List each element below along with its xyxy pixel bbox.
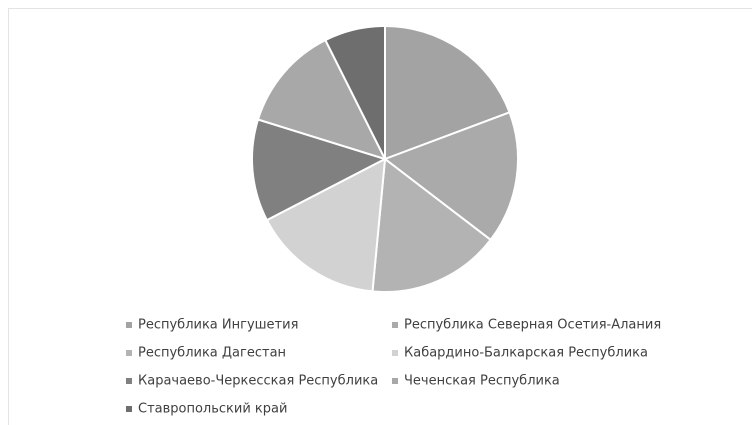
legend-label: Карачаево-Черкесская Республика [138, 374, 378, 389]
legend-label: Республика Северная Осетия-Алания [404, 318, 661, 333]
legend-label: Республика Ингушетия [138, 318, 298, 333]
legend-swatch [126, 322, 132, 328]
legend-swatch [392, 322, 398, 328]
legend-label: Чеченская Республика [404, 374, 560, 389]
legend-swatch [126, 406, 132, 412]
pie-slice [324, 24, 386, 160]
pie-slice [384, 24, 511, 161]
legend-swatch [126, 378, 132, 384]
pie-slice [251, 118, 388, 222]
pie-slice [256, 38, 387, 161]
pie-slice [265, 157, 387, 293]
pie-slice [371, 157, 493, 293]
legend-swatch [392, 378, 398, 384]
legend-swatch [392, 350, 398, 356]
pie-slice [382, 111, 519, 242]
legend-label: Кабардино-Балкарская Республика [404, 346, 648, 361]
legend-swatch [126, 350, 132, 356]
legend-label: Ставропольский край [138, 402, 287, 417]
legend-label: Республика Дагестан [138, 346, 286, 361]
